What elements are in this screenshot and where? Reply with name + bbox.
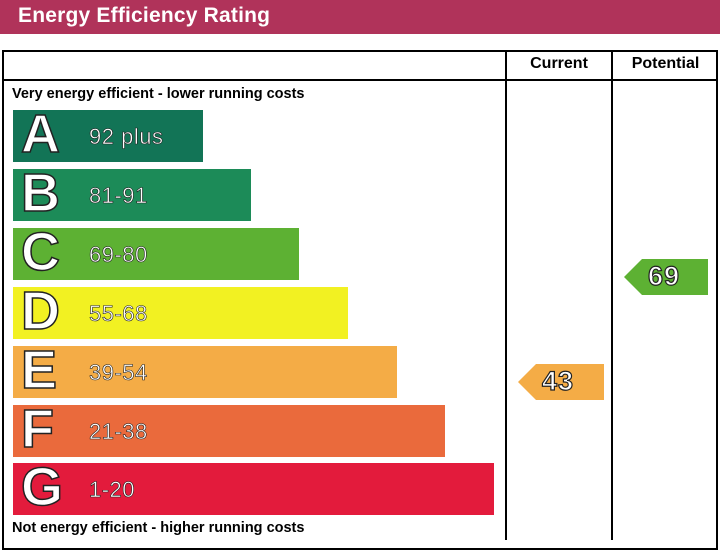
column-divider-potential <box>611 50 613 540</box>
band-letter: D <box>20 280 61 342</box>
current-rating-arrow: 43 <box>518 364 604 400</box>
rating-band-b: B 81-91 <box>13 162 251 224</box>
band-range: 21-38 <box>89 419 148 445</box>
band-letter: F <box>20 398 55 460</box>
band-range: 92 plus <box>89 124 164 150</box>
header-divider <box>2 79 718 81</box>
potential-column-header: Potential <box>631 55 700 72</box>
band-range: 39-54 <box>89 360 148 386</box>
rating-band-g: G 1-20 <box>13 456 494 518</box>
band-letter: A <box>20 103 61 165</box>
current-column-header: Current <box>530 55 588 72</box>
page-title: Energy Efficiency Rating <box>18 4 271 27</box>
rating-band-c: C 69-80 <box>13 221 299 283</box>
band-letter: G <box>20 456 64 518</box>
band-letter: E <box>20 339 58 401</box>
band-letter: C <box>20 221 61 283</box>
title-bar: Energy Efficiency Rating <box>0 0 720 34</box>
band-letter: B <box>20 162 61 224</box>
band-range: 81-91 <box>89 183 148 209</box>
potential-rating-arrow: 69 <box>624 259 708 295</box>
rating-band-f: F 21-38 <box>13 398 445 460</box>
rating-band-e: E 39-54 <box>13 339 397 401</box>
band-range: 69-80 <box>89 242 148 268</box>
current-rating-value: 43 <box>541 365 575 396</box>
rating-band-a: A 92 plus <box>13 103 203 165</box>
bottom-caption: Not energy efficient - higher running co… <box>12 520 305 536</box>
band-range: 55-68 <box>89 301 148 327</box>
top-caption: Very energy efficient - lower running co… <box>12 86 305 102</box>
band-range: 1-20 <box>89 477 136 503</box>
potential-rating-value: 69 <box>647 260 681 291</box>
column-divider-current <box>505 50 507 540</box>
rating-band-d: D 55-68 <box>13 280 348 342</box>
